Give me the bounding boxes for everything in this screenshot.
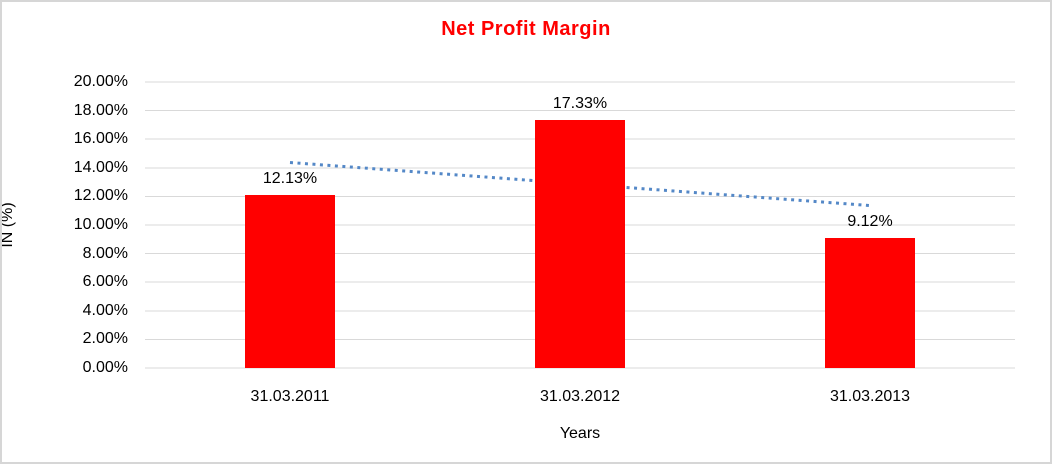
- bar-31.03.2011: [245, 194, 335, 368]
- x-axis-title: Years: [559, 425, 601, 442]
- y-tick-label: 0.00%: [82, 359, 128, 376]
- y-tick-label: 16.00%: [73, 130, 128, 148]
- bar-value-label: 17.33%: [552, 95, 608, 113]
- x-tick-label: 31.03.2012: [539, 388, 621, 405]
- bar-31.03.2012: [535, 120, 625, 368]
- y-tick-label: 2.00%: [82, 330, 128, 348]
- bar-31.03.2013: [825, 237, 915, 368]
- y-tick-label: 6.00%: [82, 273, 128, 291]
- y-tick-label: 14.00%: [73, 158, 128, 176]
- x-tick-label: 31.03.2013: [829, 388, 911, 405]
- y-tick-label: 12.00%: [73, 187, 128, 205]
- y-tick-label: 18.00%: [73, 101, 128, 119]
- y-tick-label: 8.00%: [82, 244, 128, 262]
- y-tick-label: 10.00%: [73, 216, 128, 233]
- chart-title: Net Profit Margin: [441, 18, 611, 40]
- y-tick-label: 20.00%: [73, 73, 128, 90]
- x-tick-label: 31.03.2011: [250, 388, 330, 405]
- y-tick-label: 4.00%: [82, 301, 128, 319]
- bar-value-label: 9.12%: [847, 212, 893, 230]
- bar-value-label: 12.13%: [262, 169, 318, 187]
